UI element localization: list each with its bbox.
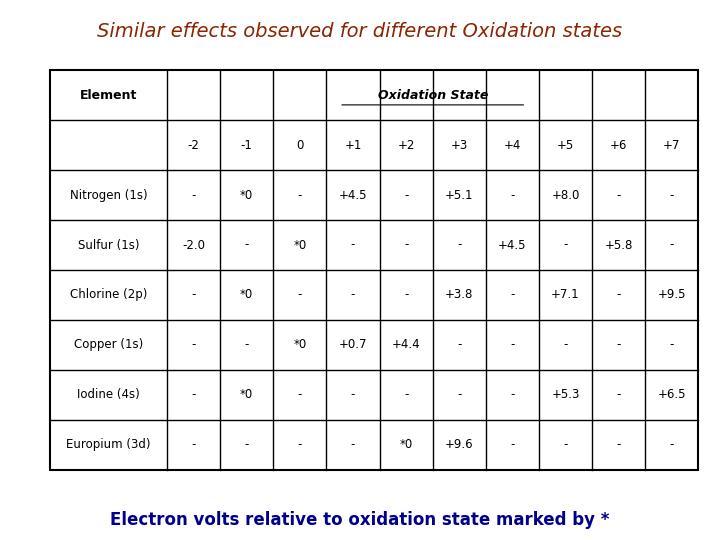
Text: -: - (192, 188, 196, 201)
Text: -: - (457, 388, 462, 401)
Text: -: - (670, 438, 674, 451)
Text: +4.4: +4.4 (392, 339, 420, 352)
Text: +4.5: +4.5 (339, 188, 367, 201)
Text: Similar effects observed for different Oxidation states: Similar effects observed for different O… (97, 22, 623, 40)
Text: -: - (404, 288, 408, 301)
Text: +5: +5 (557, 139, 574, 152)
Text: +4.5: +4.5 (498, 239, 526, 252)
Text: -: - (670, 339, 674, 352)
Text: +7.1: +7.1 (552, 288, 580, 301)
Text: -: - (510, 339, 515, 352)
Text: -: - (297, 388, 302, 401)
Text: -: - (245, 438, 249, 451)
Text: -: - (192, 288, 196, 301)
Text: *0: *0 (240, 288, 253, 301)
Text: -: - (297, 188, 302, 201)
Text: -: - (616, 288, 621, 301)
Text: -: - (616, 339, 621, 352)
Text: -: - (351, 288, 355, 301)
Text: -: - (351, 388, 355, 401)
Text: Chlorine (2p): Chlorine (2p) (70, 288, 148, 301)
Text: -1: -1 (240, 139, 253, 152)
Text: Electron volts relative to oxidation state marked by *: Electron volts relative to oxidation sta… (110, 511, 610, 529)
Text: Europium (3d): Europium (3d) (66, 438, 151, 451)
Text: 0: 0 (296, 139, 304, 152)
Text: +6: +6 (610, 139, 627, 152)
Text: *0: *0 (293, 339, 307, 352)
Text: -: - (404, 388, 408, 401)
Text: -: - (245, 239, 249, 252)
Text: +9.6: +9.6 (445, 438, 474, 451)
Text: -: - (563, 438, 568, 451)
Text: -: - (616, 388, 621, 401)
Text: +5.1: +5.1 (445, 188, 474, 201)
Text: +7: +7 (663, 139, 680, 152)
Text: -: - (670, 239, 674, 252)
Text: +4: +4 (504, 139, 521, 152)
Text: -: - (351, 239, 355, 252)
Text: +9.5: +9.5 (657, 288, 686, 301)
Text: Oxidation State: Oxidation State (377, 89, 488, 102)
Text: -: - (457, 339, 462, 352)
Text: Nitrogen (1s): Nitrogen (1s) (70, 188, 148, 201)
Text: -2: -2 (188, 139, 199, 152)
Text: -: - (510, 288, 515, 301)
Text: +8.0: +8.0 (552, 188, 580, 201)
Text: +6.5: +6.5 (657, 388, 686, 401)
Text: +3.8: +3.8 (445, 288, 474, 301)
Text: -: - (192, 339, 196, 352)
Text: +5.8: +5.8 (605, 239, 633, 252)
Text: +2: +2 (397, 139, 415, 152)
Text: -: - (616, 438, 621, 451)
Text: +3: +3 (451, 139, 468, 152)
Text: Copper (1s): Copper (1s) (74, 339, 143, 352)
Text: -: - (404, 239, 408, 252)
Text: *0: *0 (240, 388, 253, 401)
Text: -: - (351, 438, 355, 451)
Text: -: - (192, 438, 196, 451)
Text: *0: *0 (240, 188, 253, 201)
Text: -: - (404, 188, 408, 201)
Text: -: - (510, 388, 515, 401)
Text: -: - (670, 188, 674, 201)
Text: -: - (563, 239, 568, 252)
Text: -: - (457, 239, 462, 252)
Text: -: - (616, 188, 621, 201)
Text: *0: *0 (400, 438, 413, 451)
Text: -: - (192, 388, 196, 401)
Text: -: - (510, 188, 515, 201)
Text: -: - (563, 339, 568, 352)
Text: +0.7: +0.7 (339, 339, 367, 352)
Text: -2.0: -2.0 (182, 239, 205, 252)
Text: -: - (245, 339, 249, 352)
Text: Sulfur (1s): Sulfur (1s) (78, 239, 140, 252)
Text: -: - (297, 288, 302, 301)
Text: -: - (297, 438, 302, 451)
Text: *0: *0 (293, 239, 307, 252)
Text: -: - (510, 438, 515, 451)
Text: Element: Element (80, 89, 138, 102)
Text: Iodine (4s): Iodine (4s) (77, 388, 140, 401)
Text: +1: +1 (344, 139, 361, 152)
Text: +5.3: +5.3 (552, 388, 580, 401)
